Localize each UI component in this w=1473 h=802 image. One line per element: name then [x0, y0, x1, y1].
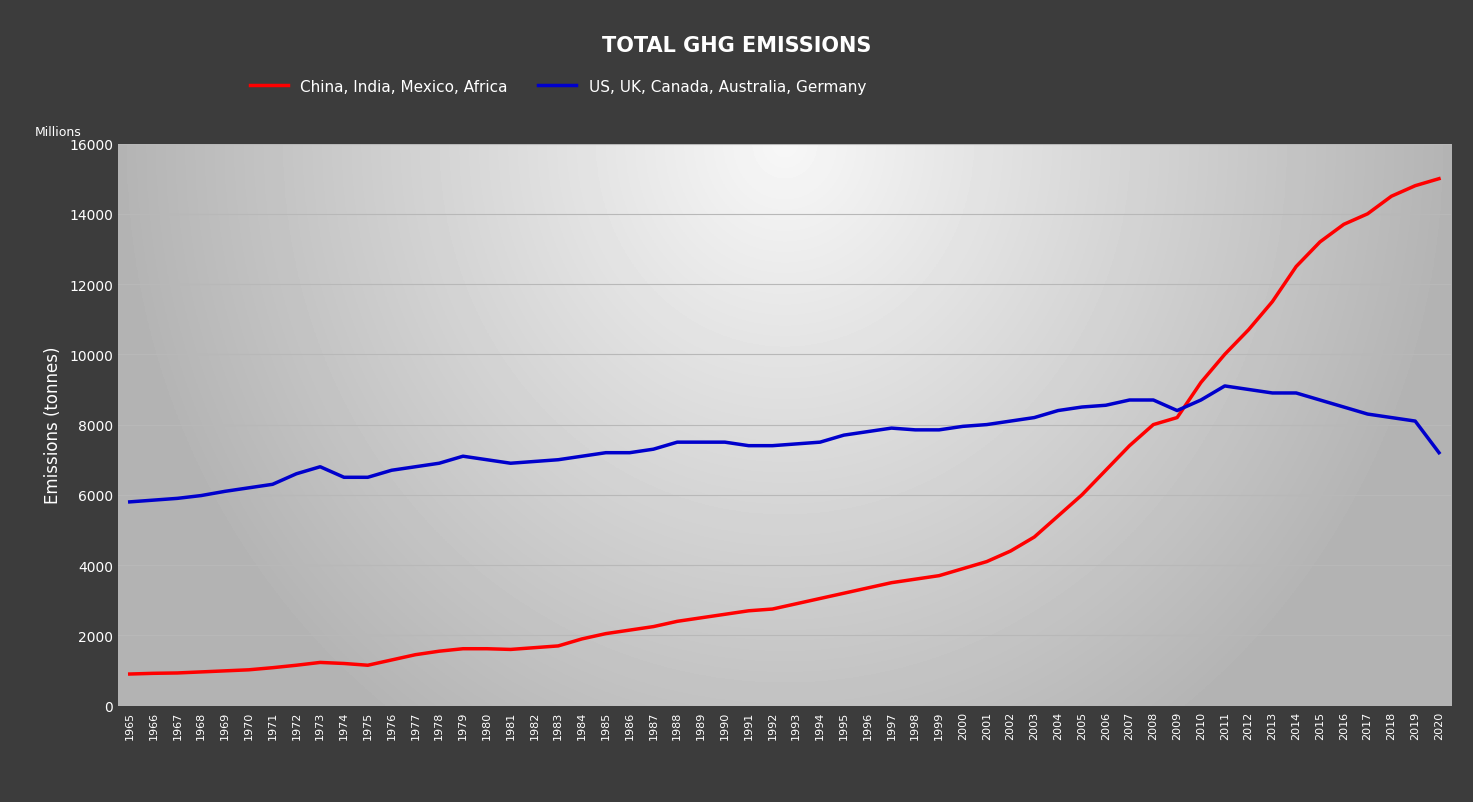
US, UK, Canada, Australia, Germany	[121, 497, 138, 507]
China, India, Mexico, Africa	[597, 629, 614, 638]
China, India, Mexico, Africa	[144, 669, 162, 678]
US, UK, Canada, Australia, Germany	[931, 426, 949, 435]
China, India, Mexico, Africa	[1430, 175, 1448, 184]
US, UK, Canada, Australia, Germany	[859, 427, 876, 437]
Text: TOTAL GHG EMISSIONS: TOTAL GHG EMISSIONS	[602, 36, 871, 56]
US, UK, Canada, Australia, Germany	[1121, 395, 1139, 405]
China, India, Mexico, Africa	[931, 571, 949, 581]
US, UK, Canada, Australia, Germany	[1215, 382, 1233, 391]
China, India, Mexico, Africa	[978, 557, 996, 567]
China, India, Mexico, Africa	[1121, 441, 1139, 451]
Line: China, India, Mexico, Africa: China, India, Mexico, Africa	[130, 180, 1439, 674]
Y-axis label: Emissions (tonnes): Emissions (tonnes)	[44, 346, 62, 504]
US, UK, Canada, Australia, Germany	[144, 496, 162, 505]
US, UK, Canada, Australia, Germany	[597, 448, 614, 458]
Legend: China, India, Mexico, Africa, US, UK, Canada, Australia, Germany: China, India, Mexico, Africa, US, UK, Ca…	[243, 74, 872, 100]
China, India, Mexico, Africa	[859, 583, 876, 593]
China, India, Mexico, Africa	[121, 670, 138, 679]
Text: Millions: Millions	[35, 126, 82, 139]
US, UK, Canada, Australia, Germany	[1430, 448, 1448, 458]
Line: US, UK, Canada, Australia, Germany: US, UK, Canada, Australia, Germany	[130, 387, 1439, 502]
US, UK, Canada, Australia, Germany	[978, 420, 996, 430]
